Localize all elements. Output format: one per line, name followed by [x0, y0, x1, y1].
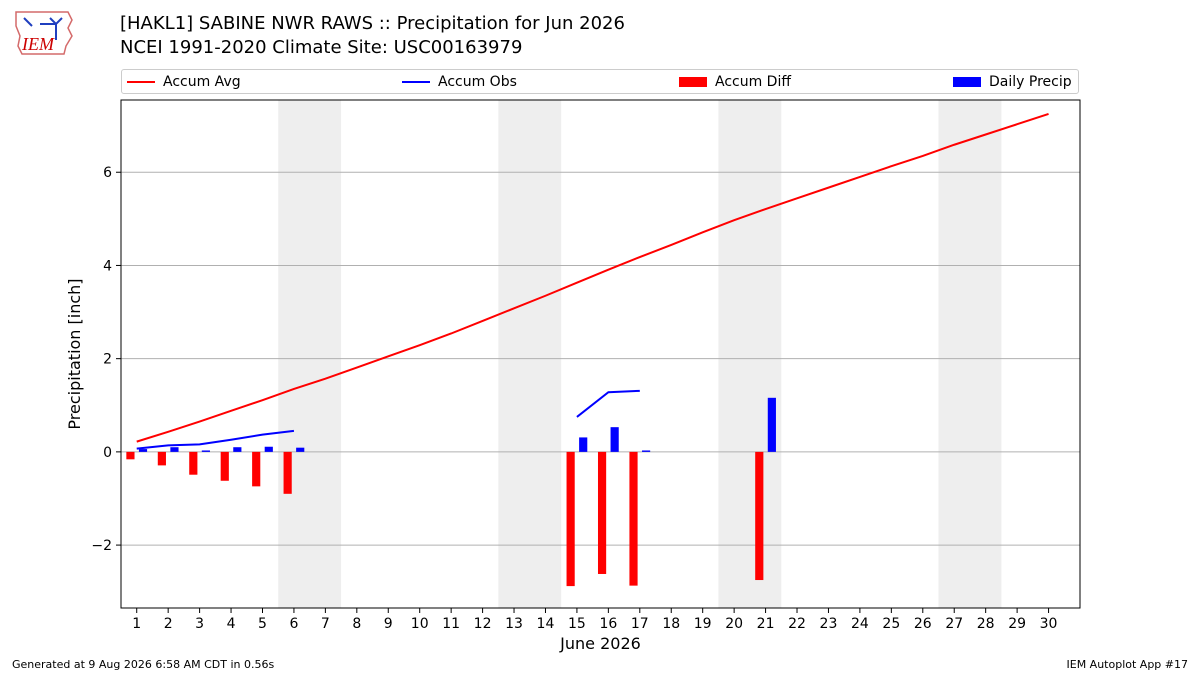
- daily-precip-bar: [579, 437, 588, 452]
- x-tick-label: 19: [694, 616, 712, 632]
- daily-precip-bar: [138, 449, 148, 452]
- daily-precip-bar: [296, 447, 305, 452]
- x-tick-label: 14: [537, 616, 555, 632]
- chart-title: [HAKL1] SABINE NWR RAWS :: Precipitation…: [120, 13, 625, 34]
- x-tick-label: 3: [195, 616, 204, 632]
- legend-item-daily-precip: Daily Precip: [953, 73, 1072, 91]
- x-tick-label: 21: [757, 616, 775, 632]
- weekend-band-4: [938, 100, 1002, 608]
- legend-item-accum-diff: Accum Diff: [679, 73, 791, 91]
- x-tick-label: 10: [411, 616, 429, 632]
- legend-swatch-accum-avg: [127, 81, 155, 83]
- x-tick-label: 9: [384, 616, 393, 632]
- x-axis-label: June 2026: [559, 634, 641, 653]
- y-tick-label: 2: [103, 352, 112, 368]
- x-tick-label: 2: [164, 616, 173, 632]
- chart-subtitle: NCEI 1991-2020 Climate Site: USC00163979: [120, 37, 523, 58]
- daily-precip-bar: [233, 447, 242, 452]
- accum-diff-bar: [566, 451, 575, 587]
- y-tick-label: 6: [103, 165, 112, 181]
- weather-station-icon: [23, 17, 63, 40]
- x-tick-label: 27: [945, 616, 963, 632]
- y-axis-label: Precipitation [inch]: [65, 278, 84, 429]
- x-tick-label: 28: [977, 616, 995, 632]
- footer-generated-text: Generated at 9 Aug 2026 6:58 AM CDT in 0…: [12, 658, 275, 671]
- x-tick-label: 22: [788, 616, 806, 632]
- legend-label-accum-diff: Accum Diff: [715, 74, 792, 90]
- daily-precip-bar: [264, 446, 273, 452]
- iem-logo: IEM: [15, 11, 73, 55]
- accum-diff-bar: [755, 451, 764, 581]
- x-tick-label: 18: [662, 616, 680, 632]
- y-tick-label: 0: [103, 445, 112, 461]
- accum-diff-bar: [597, 451, 607, 574]
- x-tick-label: 7: [321, 616, 330, 632]
- x-tick-label: 12: [474, 616, 492, 632]
- accum-diff-bar: [629, 451, 638, 586]
- weekend-band-2: [498, 100, 562, 608]
- daily-precip-bar: [767, 397, 776, 452]
- plot-frame: [120, 99, 1081, 609]
- x-tick-label: 29: [1008, 616, 1026, 632]
- x-tick-label: 13: [505, 616, 523, 632]
- legend-swatch-accum-obs: [402, 81, 430, 83]
- x-tick-label: 5: [258, 616, 267, 632]
- daily-precip-bar: [610, 427, 619, 452]
- x-tick-label: 1: [132, 616, 141, 632]
- legend-swatch-accum-diff: [679, 77, 707, 87]
- x-tick-label: 4: [227, 616, 236, 632]
- iowa-outline-icon: [15, 11, 73, 55]
- daily-precip-bar: [201, 450, 210, 452]
- x-tick-label: 25: [882, 616, 900, 632]
- accum-obs-line: [136, 429, 295, 450]
- legend-item-accum-avg: Accum Avg: [127, 73, 241, 91]
- legend-label-daily-precip: Daily Precip: [989, 74, 1072, 90]
- legend-swatch-daily-precip: [953, 77, 981, 87]
- legend-item-accum-obs: Accum Obs: [402, 73, 517, 91]
- x-tick-label: 30: [1040, 616, 1058, 632]
- accum-avg-line: [136, 113, 1049, 443]
- weekend-band-3: [718, 100, 782, 608]
- legend-label-accum-avg: Accum Avg: [163, 74, 241, 90]
- y-tick-label: −2: [91, 538, 112, 554]
- weekend-band-1: [278, 100, 342, 608]
- x-tick-label: 24: [851, 616, 869, 632]
- daily-precip-bar: [642, 450, 651, 452]
- x-tick-label: 20: [725, 616, 743, 632]
- y-tick-label: 4: [103, 258, 112, 274]
- daily-precip-bar: [170, 447, 179, 452]
- accum-obs-line: [576, 389, 640, 418]
- legend: Accum Avg Accum Obs Accum Diff Daily Pre…: [121, 69, 1079, 94]
- footer-app-text: IEM Autoplot App #17: [1066, 658, 1189, 671]
- x-tick-label: 15: [568, 616, 586, 632]
- x-tick-label: 23: [820, 616, 838, 632]
- logo-text: IEM: [21, 34, 55, 54]
- accum-diff-bar: [126, 451, 135, 460]
- x-tick-label: 11: [442, 616, 460, 632]
- accum-diff-bar: [220, 451, 229, 481]
- x-tick-label: 16: [599, 616, 617, 632]
- accum-diff-bar: [189, 451, 198, 475]
- x-tick-label: 6: [289, 616, 298, 632]
- accum-diff-bar: [157, 451, 166, 466]
- x-tick-label: 26: [914, 616, 932, 632]
- x-tick-label: 17: [631, 616, 649, 632]
- x-tick-label: 8: [352, 616, 361, 632]
- accum-diff-bar: [283, 451, 292, 494]
- accum-diff-bar: [252, 451, 261, 487]
- legend-label-accum-obs: Accum Obs: [438, 74, 517, 90]
